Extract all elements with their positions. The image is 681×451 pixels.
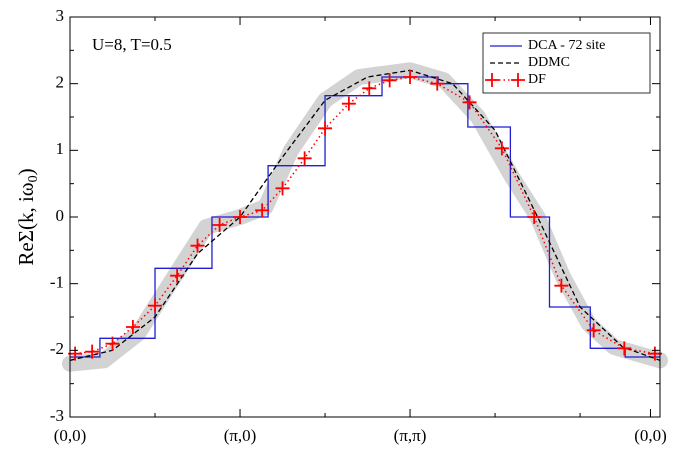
legend-marker (485, 73, 499, 87)
x-tick-label: (0,0) (54, 426, 87, 445)
annotation: U=8, T=0.5 (92, 35, 172, 54)
plus-marker (382, 73, 397, 88)
y-label-end: ) (14, 168, 38, 175)
plus-marker (275, 181, 290, 196)
y-tick-label: 0 (56, 206, 65, 225)
y-tick-label: 1 (56, 139, 65, 158)
y-tick-label: -3 (50, 406, 64, 425)
plus-marker (318, 121, 333, 136)
legend-label: DCA - 72 site (528, 38, 605, 53)
plus-marker (85, 344, 100, 359)
y-tick-label: -1 (50, 273, 64, 292)
legend-marker (511, 73, 525, 87)
plus-marker (190, 238, 205, 253)
y-tick-label: -2 (50, 339, 64, 358)
y-label-sub: 0 (26, 175, 41, 182)
plus-marker (125, 320, 140, 334)
plus-marker (255, 203, 270, 218)
plus-marker (233, 210, 248, 224)
plus-marker (527, 210, 542, 224)
plus-marker (148, 298, 163, 313)
plus-marker (494, 141, 509, 156)
reference-band (62, 62, 668, 372)
x-tick-label: (π,0) (224, 426, 257, 445)
plus-marker (617, 341, 632, 356)
x-tick-label: (π,π) (394, 426, 427, 445)
series-line (69, 69, 661, 361)
plus-marker (586, 323, 601, 338)
y-label-main: ReΣ(k, iω (14, 182, 38, 265)
series-line (75, 76, 656, 355)
plus-marker (170, 268, 185, 283)
plus-marker (462, 95, 477, 110)
y-tick-label: 3 (56, 6, 65, 25)
x-tick-label: (0,0) (634, 426, 667, 445)
plus-marker (430, 76, 445, 91)
y-tick-label: 2 (56, 73, 65, 92)
plus-marker (341, 96, 356, 111)
legend-label: DDMC (528, 55, 570, 70)
plus-marker (212, 218, 227, 232)
y-axis-label: ReΣ(k, iω0) (14, 168, 41, 265)
plus-marker (403, 70, 418, 84)
legend-label: DF (528, 72, 546, 87)
plus-marker (554, 278, 569, 293)
plus-marker (362, 81, 377, 96)
plus-marker (105, 336, 120, 351)
plus-marker (297, 151, 312, 166)
